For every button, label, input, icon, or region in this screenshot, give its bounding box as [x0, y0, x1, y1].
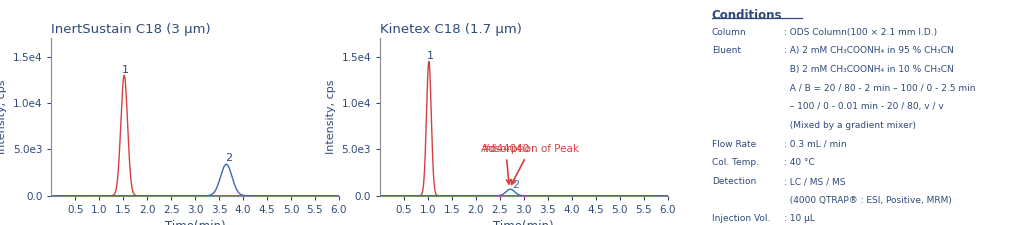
Text: : 0.3 mL / min: : 0.3 mL / min: [784, 140, 846, 149]
Text: 2: 2: [512, 180, 520, 190]
Text: : 40 °C: : 40 °C: [784, 158, 814, 167]
Text: #d44040: #d44040: [482, 144, 530, 184]
Text: : ODS Column(100 × 2.1 mm I.D.): : ODS Column(100 × 2.1 mm I.D.): [784, 28, 937, 37]
X-axis label: Time(min): Time(min): [493, 220, 555, 225]
Text: Column: Column: [712, 28, 747, 37]
Text: B) 2 mM CH₃COONH₄ in 10 % CH₃CN: B) 2 mM CH₃COONH₄ in 10 % CH₃CN: [784, 65, 953, 74]
Text: Kinetex C18 (1.7 μm): Kinetex C18 (1.7 μm): [380, 23, 522, 36]
Text: Detection: Detection: [712, 177, 756, 186]
Text: Injection Vol.: Injection Vol.: [712, 214, 770, 223]
Text: 1: 1: [121, 65, 128, 74]
Text: (Mixed by a gradient mixer): (Mixed by a gradient mixer): [784, 121, 916, 130]
Text: Col. Temp.: Col. Temp.: [712, 158, 759, 167]
Text: : A) 2 mM CH₃COONH₄ in 95 % CH₃CN: : A) 2 mM CH₃COONH₄ in 95 % CH₃CN: [784, 46, 953, 55]
Text: Conditions: Conditions: [712, 9, 783, 22]
Text: 1: 1: [426, 51, 433, 61]
Text: Eluent: Eluent: [712, 46, 740, 55]
X-axis label: Time(min): Time(min): [164, 220, 226, 225]
Text: Adsorption of Peak: Adsorption of Peak: [481, 144, 578, 184]
Text: – 100 / 0 - 0.01 min - 20 / 80, v / v: – 100 / 0 - 0.01 min - 20 / 80, v / v: [784, 102, 944, 111]
Text: A / B = 20 / 80 - 2 min – 100 / 0 - 2.5 min: A / B = 20 / 80 - 2 min – 100 / 0 - 2.5 …: [784, 84, 975, 93]
Text: 2: 2: [225, 153, 232, 164]
Y-axis label: Intensity, cps: Intensity, cps: [0, 80, 7, 154]
Text: : LC / MS / MS: : LC / MS / MS: [784, 177, 845, 186]
Text: Flow Rate: Flow Rate: [712, 140, 756, 149]
Text: (4000 QTRAP® : ESI, Positive, MRM): (4000 QTRAP® : ESI, Positive, MRM): [784, 196, 951, 205]
Text: InertSustain C18 (3 μm): InertSustain C18 (3 μm): [51, 23, 211, 36]
Text: : 10 μL: : 10 μL: [784, 214, 814, 223]
Y-axis label: Intensity, cps: Intensity, cps: [326, 80, 336, 154]
